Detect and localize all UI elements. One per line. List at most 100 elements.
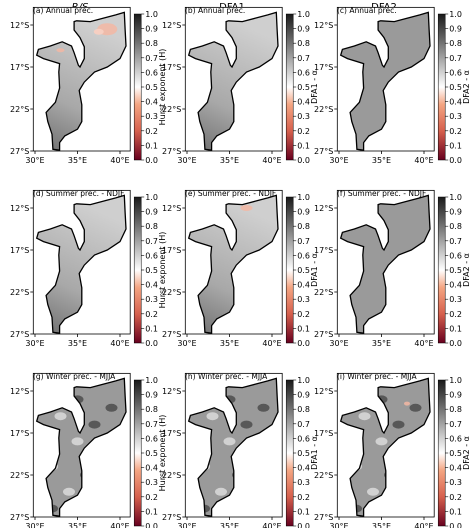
lat-tick-label: 27°S xyxy=(10,513,29,522)
lat-tick-label: 22°S xyxy=(162,288,181,297)
map-panel: (e) Summer prec. - NDJF12°S17°S22°S27°S3… xyxy=(162,189,319,348)
lat-tick-label: 22°S xyxy=(162,471,181,480)
map-panel: (b) Annual prec. 12°S 17°S 22°S 27°S30°E 35°E… xyxy=(162,6,319,165)
colorbar-tick-label: 0.2 xyxy=(145,493,158,502)
colorbar-tick-label: 0.2 xyxy=(297,127,310,136)
lon-tick-label: 35°E xyxy=(68,156,87,165)
lat-tick-label: 27°S xyxy=(314,513,333,522)
colorbar-tick-label: 0.6 xyxy=(145,68,158,77)
colorbar xyxy=(437,13,446,161)
lon-tick-label: 30°E xyxy=(25,339,44,348)
colorbar-tick-label: 0.1 xyxy=(297,507,310,516)
texture xyxy=(409,403,422,412)
colorbar-tick-label: 0.9 xyxy=(297,25,310,34)
texture xyxy=(223,437,236,446)
texture xyxy=(215,487,227,496)
colorbar-tick-label: 0.2 xyxy=(297,493,310,502)
colorbar-tick-label: 0.1 xyxy=(297,141,310,150)
panel-label: (b) Annual prec. xyxy=(185,6,245,15)
texture xyxy=(375,437,388,446)
lat-tick-label: 12°S xyxy=(10,204,29,213)
lat-tick-label: 12°S xyxy=(162,204,181,213)
colorbar-tick-label: 0.9 xyxy=(297,208,310,217)
colorbar-tick-label: 0.3 xyxy=(449,478,462,487)
texture xyxy=(206,412,219,421)
lon-tick-label: 30°E xyxy=(25,156,44,165)
country-fill xyxy=(188,195,278,334)
country-border xyxy=(35,194,127,334)
lon-tick-label: 35°E xyxy=(372,156,391,165)
colorbar-tick-label: 0.3 xyxy=(449,295,462,304)
colorbar-tick-label: 1.0 xyxy=(145,376,158,385)
colorbar-tick-label: 0.6 xyxy=(145,434,158,443)
lat-tick-label: 22°S xyxy=(162,105,181,114)
colorbar-tick-label: 1.0 xyxy=(297,10,310,19)
colorbar-tick-label: 0.0 xyxy=(145,339,158,348)
lon-tick-label: 40°E xyxy=(262,156,281,165)
colorbar xyxy=(133,13,142,161)
lat-tick-label: 12°S xyxy=(314,21,333,30)
lat-tick-label: 17°S xyxy=(314,429,333,438)
colorbar-label: DFA2 - α xyxy=(462,253,471,287)
colorbar-tick-label: 0.7 xyxy=(449,420,462,429)
colorbar-tick-label: 0.0 xyxy=(297,156,310,165)
colorbar-tick-label: 0.7 xyxy=(145,420,158,429)
country-border xyxy=(339,11,431,151)
lat-tick-label: 17°S xyxy=(314,246,333,255)
lon-tick-label: 40°E xyxy=(110,156,129,165)
lat-tick-label: 22°S xyxy=(10,288,29,297)
lon-tick-label: 30°E xyxy=(329,522,348,528)
colorbar-tick-label: 0.6 xyxy=(145,251,158,260)
texture xyxy=(392,420,405,429)
colorbar-label: DFA2 - α xyxy=(462,436,471,470)
colorbar-tick-label: 0.8 xyxy=(297,39,310,48)
colorbar-tick-label: 0.9 xyxy=(145,25,158,34)
map-panel: (g) Winter prec. - MJJA12°S17°S22°S27°S3… xyxy=(10,372,167,528)
lat-tick-label: 27°S xyxy=(314,330,333,339)
colorbar-tick-label: 0.6 xyxy=(449,251,462,260)
panel-label: (a) Annual prec. xyxy=(33,6,93,15)
patches xyxy=(56,23,118,53)
colorbar-tick-label: 0.5 xyxy=(297,449,310,458)
colorbar-tick-label: 0.6 xyxy=(297,251,310,260)
lat-tick-label: 27°S xyxy=(162,147,181,156)
lat-tick-label: 17°S xyxy=(314,63,333,72)
lat-tick-label: 27°S xyxy=(314,147,333,156)
colorbar-tick-label: 0.4 xyxy=(145,98,158,107)
country-border xyxy=(35,11,127,151)
lon-tick-label: 35°E xyxy=(220,339,239,348)
lat-tick-label: 22°S xyxy=(10,471,29,480)
colorbar-tick-label: 0.0 xyxy=(297,522,310,528)
colorbar-tick-label: 0.0 xyxy=(449,339,462,348)
lat-tick-label: 17°S xyxy=(10,429,29,438)
colorbar-tick-label: 0.2 xyxy=(449,127,462,136)
colorbar-label: Hurst exponent (H) xyxy=(158,415,167,492)
colorbar-tick-label: 0.4 xyxy=(145,281,158,290)
map-panel: (c) Annual prec. 12°S 17°S 22°S 27°S30°E 35°E… xyxy=(314,6,471,165)
lon-tick-label: 40°E xyxy=(262,339,281,348)
colorbar-tick-label: 0.7 xyxy=(297,420,310,429)
red-patch xyxy=(93,28,104,35)
panel-label: (i) Winter prec. - MJJA xyxy=(337,372,417,381)
country-border xyxy=(35,377,127,517)
colorbar-tick-label: 0.8 xyxy=(145,39,158,48)
lon-tick-label: 30°E xyxy=(177,339,196,348)
colorbar-tick-label: 0.9 xyxy=(449,208,462,217)
lon-tick-label: 40°E xyxy=(414,522,433,528)
lat-tick-label: 22°S xyxy=(314,288,333,297)
colorbar-tick-label: 0.8 xyxy=(145,405,158,414)
texture xyxy=(63,487,75,496)
colorbar-tick-label: 0.5 xyxy=(297,266,310,275)
texture xyxy=(358,412,371,421)
lon-tick-label: 35°E xyxy=(68,522,87,528)
map-panel: (a) Annual prec. 12°S 17°S 22°S 27°S30°E 35°E… xyxy=(10,6,167,165)
colorbar-tick-label: 0.5 xyxy=(449,449,462,458)
lat-tick-label: 17°S xyxy=(162,246,181,255)
colorbar-tick-label: 0.3 xyxy=(449,112,462,121)
lon-tick-label: 30°E xyxy=(25,522,44,528)
colorbar-tick-label: 0.4 xyxy=(449,464,462,473)
texture xyxy=(71,437,84,446)
panel-label: (f) Summer prec. - NDJF xyxy=(337,189,426,198)
colorbar-tick-label: 0.0 xyxy=(449,522,462,528)
